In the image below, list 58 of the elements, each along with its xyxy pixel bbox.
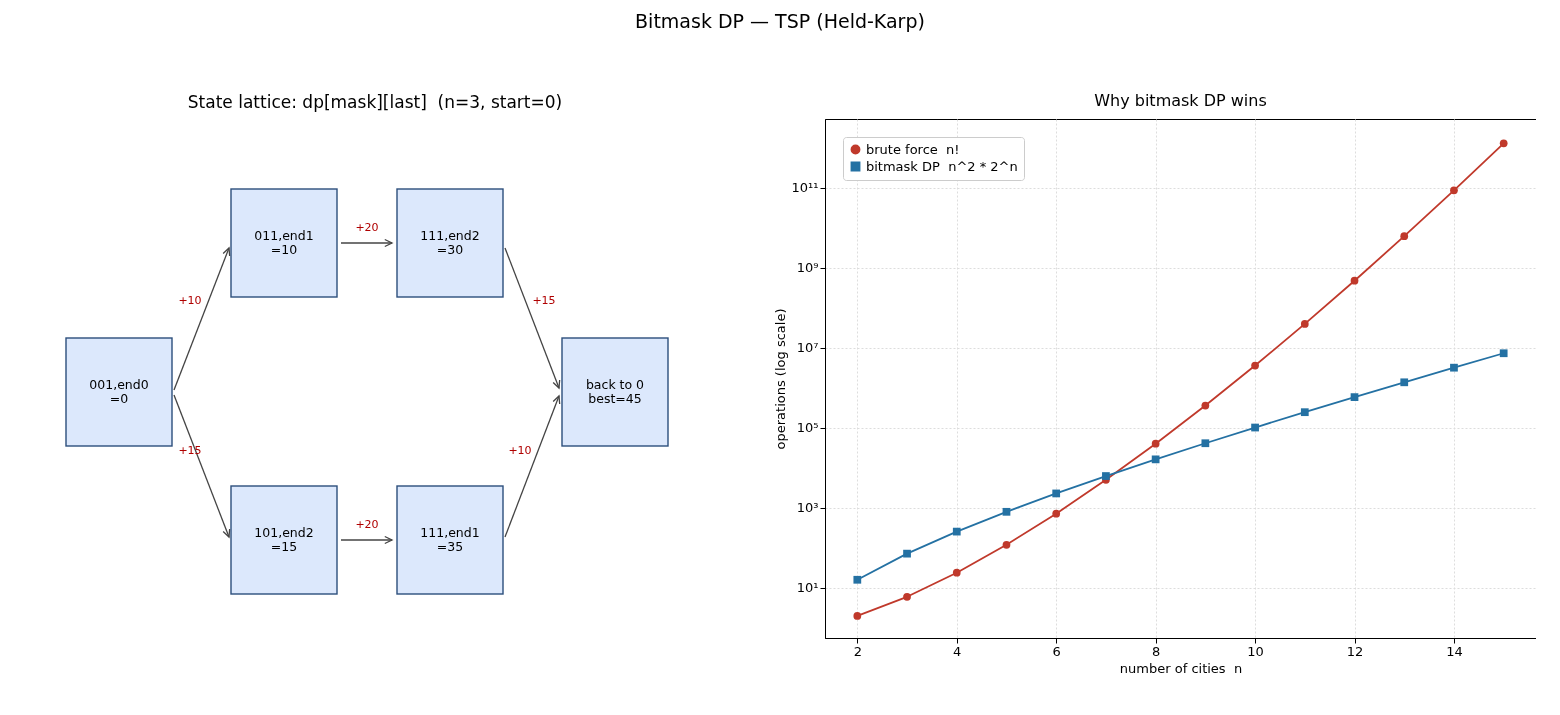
y-tick-label: 10⁵ [796,420,819,436]
x-tick-label: 4 [953,643,962,659]
text: Bitmask DP — TSP (Held-Karp) [634,10,926,32]
x-axis-title: number of cities n [1119,660,1243,676]
point [952,568,961,577]
point [1251,361,1259,370]
point [1300,408,1309,417]
point [1499,349,1508,358]
point [1350,276,1359,285]
point [1300,320,1309,328]
point [1251,423,1259,432]
y-tick-label: 10³ [796,500,819,516]
point [1002,540,1011,549]
point [853,612,862,620]
y-tick-label: 10⁹ [796,260,819,276]
point [903,549,911,558]
text: +15 [532,294,556,307]
legend-label: bitmask DP n^2 * 2^n [866,158,1018,174]
text: 111,end2 =30 [420,228,480,257]
legend-label: brute force n! [866,141,960,157]
text: 111,end1 =35 [420,525,480,554]
point [1102,472,1110,480]
point [1450,363,1458,372]
text: 001,end0 =0 [89,377,149,406]
y-tick-label: 10⁷ [796,340,819,356]
x-tick-label: 10 [1247,643,1264,659]
chart-title: Why bitmask DP wins [1094,91,1267,110]
x-tick-label: 8 [1152,643,1161,659]
text: +20 [355,221,379,234]
point [1350,393,1359,401]
point [1052,489,1061,498]
point [1002,507,1011,516]
point [1400,378,1409,387]
x-tick-label: 12 [1346,643,1364,659]
point [853,575,862,584]
x-tick-label: 14 [1446,643,1463,659]
point [1151,439,1160,448]
x-tick-label: 6 [1052,643,1061,659]
y-tick-label: 10¹ [796,580,819,596]
y-axis-title: operations (log scale) [772,308,788,450]
text: +10 [178,294,202,307]
point [1499,139,1508,148]
point [1052,509,1061,518]
text: State lattice: dp[mask][last] (n=3, start=0) [187,92,563,112]
text: +20 [355,518,379,531]
point [952,527,961,536]
point [1450,186,1458,195]
text: back to 0 best=45 [585,377,645,406]
point [1151,455,1160,464]
point [1201,401,1210,410]
point [1201,439,1210,448]
y-tick-label: 10¹¹ [791,180,819,196]
text: +10 [508,444,532,457]
x-tick-label: 2 [853,643,862,659]
point [903,592,911,601]
point [1400,232,1409,241]
text: 011,end1 =10 [254,228,314,257]
text: 101,end2 =15 [254,525,314,554]
